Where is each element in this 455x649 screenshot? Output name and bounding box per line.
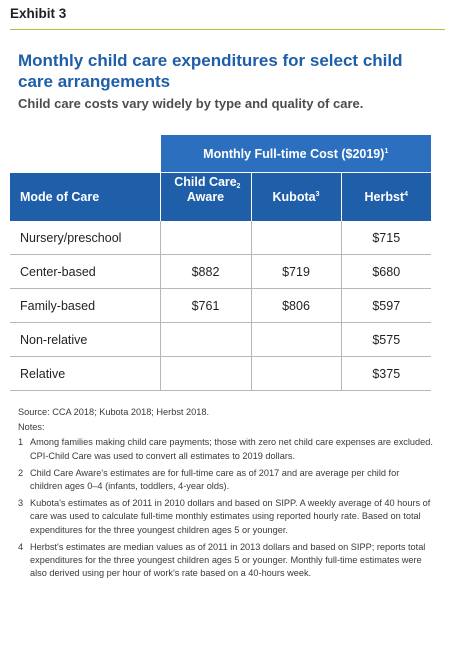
notes-section: Source: CCA 2018; Kubota 2018; Herbst 20… xyxy=(18,406,433,584)
table-row: Relative $375 xyxy=(10,356,432,391)
table-row: Family-based $761 $806 $597 xyxy=(10,288,432,323)
super-header-footnote: 1 xyxy=(384,147,389,155)
cca-cell xyxy=(159,221,251,255)
source-line: Source: CCA 2018; Kubota 2018; Herbst 20… xyxy=(18,407,210,417)
cca-cell: $882 xyxy=(159,254,251,289)
kubota-cell: $806 xyxy=(250,288,341,323)
column-header-mode: Mode of Care xyxy=(10,172,160,221)
note-item: 4 Herbst's estimates are median values a… xyxy=(18,541,433,581)
note-number: 3 xyxy=(18,498,24,509)
column-header-label: Herbst xyxy=(364,189,405,204)
cca-cell xyxy=(159,356,251,391)
kubota-cell: $719 xyxy=(250,254,341,289)
note-text: Among families making child care payment… xyxy=(30,437,433,461)
herbst-cell: $680 xyxy=(340,254,432,289)
herbst-cell: $597 xyxy=(340,288,432,323)
super-header-label: Monthly Full-time Cost ($2019) xyxy=(203,146,385,161)
herbst-cell: $375 xyxy=(340,356,432,391)
table-corner xyxy=(10,135,160,173)
table-row: Non-relative $575 xyxy=(10,322,432,357)
cost-table: Monthly Full-time Cost ($2019)1 Mode of … xyxy=(10,135,432,391)
note-number: 1 xyxy=(18,437,24,448)
cca-cell xyxy=(159,322,251,357)
note-text: Child Care Aware's estimates are for ful… xyxy=(30,467,400,492)
exhibit-label: Exhibit 3 xyxy=(10,6,67,21)
table-row: Center-based $882 $719 $680 xyxy=(10,254,432,289)
note-number: 2 xyxy=(18,467,24,478)
kubota-cell xyxy=(250,356,341,391)
mode-cell: Family-based xyxy=(10,288,160,323)
page-subtitle: Child care costs vary widely by type and… xyxy=(18,96,364,111)
column-header-cca: Child Care Aware 2 xyxy=(159,172,251,221)
column-header-footnote: 2 xyxy=(236,183,241,191)
column-header-footnote: 3 xyxy=(315,190,320,198)
column-header-label: Kubota xyxy=(272,189,316,204)
column-header-herbst: Herbst4 xyxy=(340,172,432,221)
mode-cell: Non-relative xyxy=(10,322,160,357)
herbst-cell: $715 xyxy=(340,221,432,255)
notes-heading: Notes: xyxy=(18,422,45,433)
page-title: Monthly child care expenditures for sele… xyxy=(18,51,403,91)
note-item: 1 Among families making child care payme… xyxy=(18,436,433,462)
note-text: Kubota's estimates as of 2011 in 2010 do… xyxy=(30,498,431,535)
note-item: 2 Child Care Aware's estimates are for f… xyxy=(18,467,433,493)
herbst-cell: $575 xyxy=(340,322,432,357)
kubota-cell xyxy=(250,221,341,255)
table-row: Nursery/preschool $715 xyxy=(10,221,432,255)
note-text: Herbst's estimates are median values as … xyxy=(30,541,426,579)
column-header-label: Mode of Care xyxy=(20,189,100,204)
exhibit-header: Exhibit 3 xyxy=(10,6,445,30)
note-item: 3 Kubota's estimates as of 2011 in 2010 … xyxy=(18,497,433,537)
column-header-footnote: 4 xyxy=(404,190,408,198)
super-header: Monthly Full-time Cost ($2019)1 xyxy=(159,135,432,173)
cca-cell: $761 xyxy=(159,288,251,323)
column-header-kubota: Kubota3 xyxy=(250,172,341,221)
mode-cell: Center-based xyxy=(10,254,160,289)
mode-cell: Relative xyxy=(10,356,160,391)
column-header-label: Child Care Aware xyxy=(174,174,237,204)
note-number: 4 xyxy=(18,541,24,552)
kubota-cell xyxy=(250,322,341,357)
mode-cell: Nursery/preschool xyxy=(10,221,160,255)
